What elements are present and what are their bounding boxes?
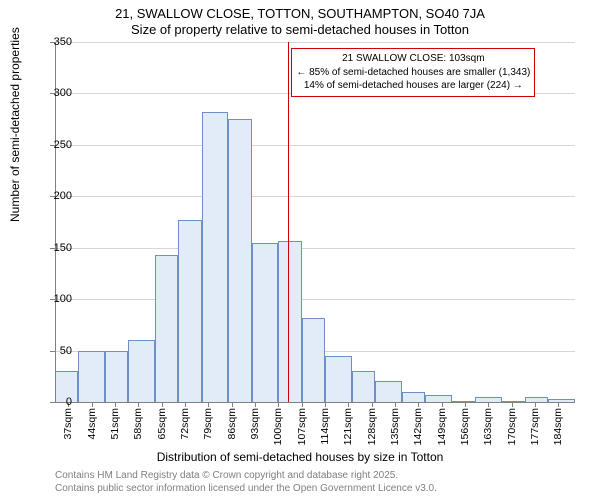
x-tick-label: 184sqm	[552, 408, 564, 445]
annotation-line: 14% of semi-detached houses are larger (…	[296, 79, 530, 93]
x-tick-label: 149sqm	[436, 408, 448, 445]
x-tick-label: 177sqm	[529, 408, 541, 445]
x-tick-label: 37sqm	[62, 408, 74, 440]
x-tick-label: 86sqm	[226, 408, 238, 440]
x-tick-label: 142sqm	[412, 408, 424, 445]
histogram-bar	[375, 381, 402, 402]
x-tick-label: 93sqm	[249, 408, 261, 440]
x-tick-label: 135sqm	[389, 408, 401, 445]
grid-line	[55, 248, 575, 249]
y-tick-label: 350	[32, 36, 72, 48]
x-tick-label: 44sqm	[86, 408, 98, 440]
x-tick-label: 107sqm	[296, 408, 308, 445]
histogram-bar	[252, 243, 279, 402]
y-tick-label: 0	[32, 396, 72, 408]
x-tick-label: 79sqm	[202, 408, 214, 440]
histogram-bar	[178, 220, 201, 402]
y-tick-label: 200	[32, 190, 72, 202]
plot-area: 21 SWALLOW CLOSE: 103sqm← 85% of semi-de…	[55, 42, 575, 402]
x-tick-label: 163sqm	[482, 408, 494, 445]
y-tick-label: 150	[32, 242, 72, 254]
x-tick-label: 121sqm	[342, 408, 354, 445]
annotation-line: 21 SWALLOW CLOSE: 103sqm	[296, 52, 530, 66]
x-tick-label: 156sqm	[459, 408, 471, 445]
chart-title-line2: Size of property relative to semi-detach…	[0, 22, 600, 37]
grid-line	[55, 145, 575, 146]
y-tick-label: 250	[32, 139, 72, 151]
x-tick-label: 100sqm	[272, 408, 284, 445]
histogram-bar	[155, 255, 178, 402]
grid-line	[55, 299, 575, 300]
histogram-bar	[352, 371, 375, 402]
x-tick-label: 72sqm	[179, 408, 191, 440]
y-tick-label: 300	[32, 87, 72, 99]
histogram-bar	[402, 392, 425, 402]
grid-line	[55, 42, 575, 43]
histogram-bar	[202, 112, 229, 402]
histogram-bar	[128, 340, 155, 402]
reference-line	[288, 42, 289, 402]
chart-title-line1: 21, SWALLOW CLOSE, TOTTON, SOUTHAMPTON, …	[0, 6, 600, 21]
grid-line	[55, 196, 575, 197]
histogram-bar	[105, 351, 128, 402]
footer-copyright-2: Contains public sector information licen…	[55, 483, 437, 494]
x-tick-label: 128sqm	[366, 408, 378, 445]
x-axis-line	[55, 402, 575, 403]
histogram-bar	[278, 241, 301, 402]
histogram-bar	[228, 119, 251, 402]
annotation-box: 21 SWALLOW CLOSE: 103sqm← 85% of semi-de…	[291, 48, 535, 97]
x-tick-label: 65sqm	[156, 408, 168, 440]
y-tick-label: 50	[32, 345, 72, 357]
x-tick-label: 114sqm	[319, 408, 331, 445]
y-tick-label: 100	[32, 293, 72, 305]
histogram-bar	[325, 356, 352, 402]
histogram-bar	[425, 395, 452, 402]
x-tick-label: 51sqm	[109, 408, 121, 440]
histogram-bar	[78, 351, 105, 402]
x-tick-label: 170sqm	[506, 408, 518, 445]
x-axis-label: Distribution of semi-detached houses by …	[0, 450, 600, 464]
annotation-line: ← 85% of semi-detached houses are smalle…	[296, 66, 530, 80]
histogram-bar	[302, 318, 325, 402]
footer-copyright-1: Contains HM Land Registry data © Crown c…	[55, 470, 398, 481]
x-tick-label: 58sqm	[132, 408, 144, 440]
y-axis-label: Number of semi-detached properties	[8, 27, 22, 222]
